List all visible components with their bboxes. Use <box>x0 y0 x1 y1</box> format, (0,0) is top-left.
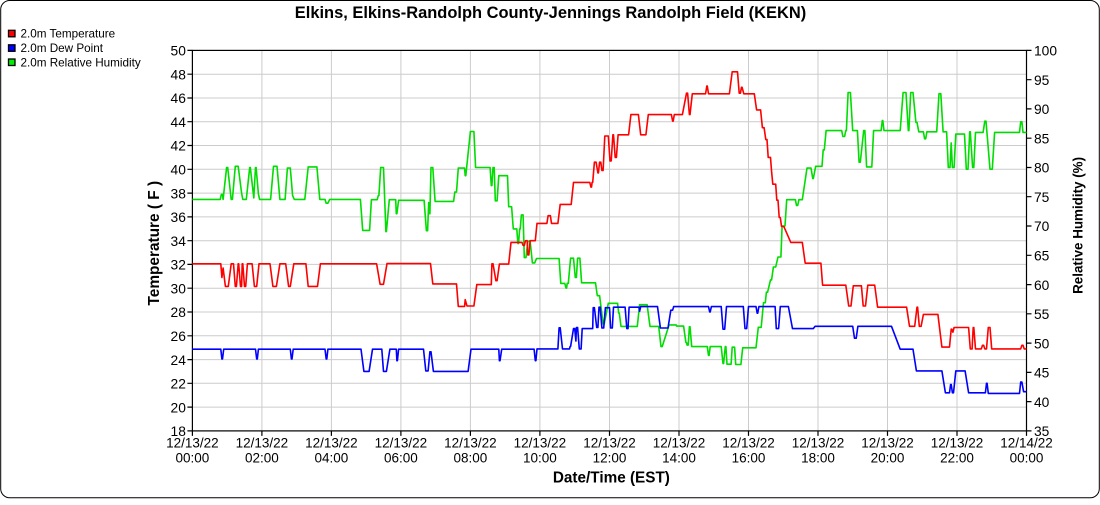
svg-text:12:00: 12:00 <box>593 450 627 465</box>
svg-text:50: 50 <box>171 44 187 59</box>
svg-text:02:00: 02:00 <box>245 450 279 465</box>
svg-text:2.0m Relative Humidity: 2.0m Relative Humidity <box>21 56 141 69</box>
svg-text:40: 40 <box>171 163 187 178</box>
svg-text:12/14/22: 12/14/22 <box>1000 435 1053 450</box>
svg-text:90: 90 <box>1034 102 1050 117</box>
svg-text:2.0m Temperature: 2.0m Temperature <box>21 28 116 41</box>
svg-text:12/13/22: 12/13/22 <box>236 435 289 450</box>
svg-text:24: 24 <box>171 353 187 368</box>
svg-text:26: 26 <box>171 329 187 344</box>
svg-text:12/13/22: 12/13/22 <box>722 435 775 450</box>
svg-text:46: 46 <box>171 91 187 106</box>
svg-text:34: 34 <box>171 234 187 249</box>
svg-text:12/13/22: 12/13/22 <box>166 435 219 450</box>
svg-text:00:00: 00:00 <box>1010 450 1044 465</box>
svg-text:70: 70 <box>1034 219 1050 234</box>
svg-text:20:00: 20:00 <box>871 450 905 465</box>
svg-text:10:00: 10:00 <box>523 450 557 465</box>
svg-text:32: 32 <box>171 258 186 273</box>
svg-text:22: 22 <box>171 377 186 392</box>
svg-text:45: 45 <box>1034 366 1050 381</box>
svg-text:38: 38 <box>171 186 187 201</box>
svg-text:12/13/22: 12/13/22 <box>375 435 428 450</box>
svg-text:95: 95 <box>1034 73 1050 88</box>
svg-text:42: 42 <box>171 139 186 154</box>
svg-text:Date/Time (EST): Date/Time (EST) <box>553 469 670 486</box>
svg-text:16:00: 16:00 <box>732 450 766 465</box>
svg-text:22:00: 22:00 <box>940 450 974 465</box>
svg-text:14:00: 14:00 <box>662 450 696 465</box>
svg-text:20: 20 <box>171 400 187 415</box>
svg-text:65: 65 <box>1034 249 1050 264</box>
svg-text:40: 40 <box>1034 395 1050 410</box>
svg-text:75: 75 <box>1034 190 1050 205</box>
svg-text:12/13/22: 12/13/22 <box>653 435 706 450</box>
svg-text:50: 50 <box>1034 336 1050 351</box>
svg-text:18:00: 18:00 <box>801 450 835 465</box>
svg-text:Relative Humidity (%): Relative Humidity (%) <box>1071 157 1086 294</box>
svg-text:08:00: 08:00 <box>454 450 488 465</box>
svg-text:28: 28 <box>171 305 187 320</box>
svg-text:30: 30 <box>171 281 187 296</box>
svg-text:06:00: 06:00 <box>384 450 418 465</box>
svg-text:44: 44 <box>171 115 187 130</box>
svg-text:12/13/22: 12/13/22 <box>861 435 914 450</box>
svg-text:36: 36 <box>171 210 187 225</box>
svg-text:35: 35 <box>1034 424 1050 439</box>
svg-text:12/13/22: 12/13/22 <box>514 435 567 450</box>
svg-text:12/13/22: 12/13/22 <box>583 435 636 450</box>
svg-text:80: 80 <box>1034 161 1050 176</box>
svg-text:12/13/22: 12/13/22 <box>444 435 497 450</box>
svg-text:60: 60 <box>1034 278 1050 293</box>
svg-text:2.0m Dew Point: 2.0m Dew Point <box>21 42 104 55</box>
svg-text:18: 18 <box>171 424 187 439</box>
svg-text:12/13/22: 12/13/22 <box>931 435 984 450</box>
svg-text:55: 55 <box>1034 307 1050 322</box>
svg-text:100: 100 <box>1034 44 1057 59</box>
svg-text:85: 85 <box>1034 131 1050 146</box>
svg-text:Temperature ( F ): Temperature ( F ) <box>146 181 163 306</box>
svg-text:00:00: 00:00 <box>176 450 210 465</box>
svg-text:12/13/22: 12/13/22 <box>792 435 845 450</box>
svg-text:04:00: 04:00 <box>315 450 349 465</box>
svg-text:48: 48 <box>171 67 187 82</box>
svg-text:Elkins, Elkins-Randolph County: Elkins, Elkins-Randolph County-Jennings … <box>295 4 806 22</box>
svg-text:12/13/22: 12/13/22 <box>305 435 358 450</box>
